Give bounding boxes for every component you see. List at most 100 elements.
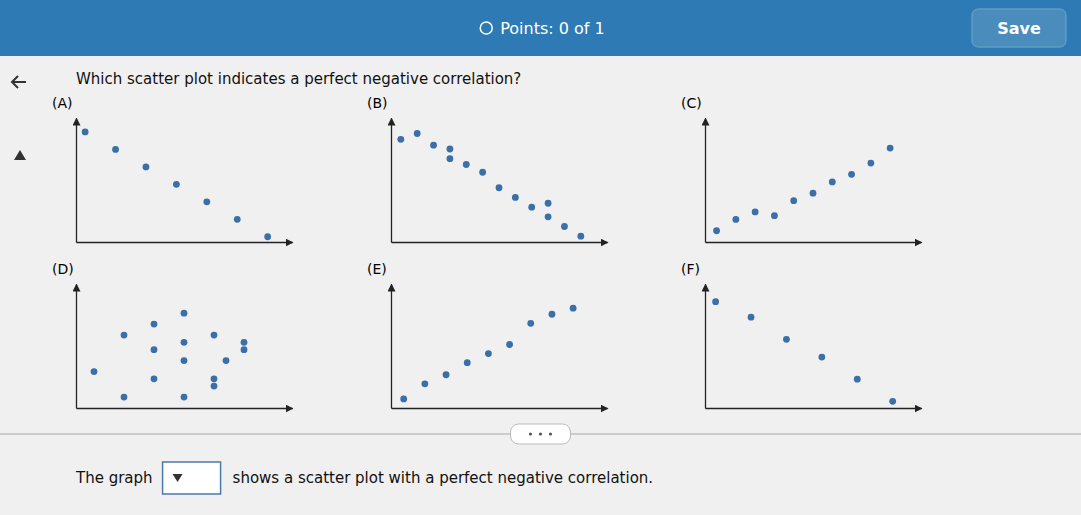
- save-button[interactable]: [972, 9, 1066, 47]
- scatter-point: [561, 223, 568, 230]
- answer-text: The graph: [75, 469, 153, 487]
- scatter-point: [889, 398, 896, 405]
- scatter-point: [397, 136, 404, 143]
- scatter-point: [570, 305, 577, 312]
- expand-pill[interactable]: [511, 424, 571, 444]
- scatter-point: [496, 184, 503, 191]
- scatter-point: [528, 204, 535, 211]
- y-axis-line: [76, 119, 77, 243]
- scatter-point: [829, 178, 836, 185]
- scatter-point: [771, 212, 778, 219]
- scatter-point: [848, 171, 855, 178]
- scatter-point: [887, 145, 894, 152]
- y-axis-line: [76, 285, 77, 409]
- points: [713, 145, 893, 234]
- scatter-point: [211, 332, 218, 339]
- y-axis-line: [391, 119, 392, 243]
- scatter-point: [241, 339, 248, 346]
- x-axis: [392, 242, 608, 243]
- y-axis: [705, 119, 706, 243]
- scatter-point: [443, 371, 450, 378]
- scatter-point: [464, 359, 471, 366]
- scatter-point: [545, 213, 552, 220]
- scatter-point: [241, 346, 248, 353]
- scatter-chart: (B): [367, 95, 608, 243]
- page: Points: 0 of 1 Save Which scatter plot ind…: [0, 0, 1081, 515]
- scatter-point: [748, 314, 755, 321]
- scatter-chart: (D): [52, 261, 293, 409]
- scatter-point: [712, 298, 719, 305]
- scatter-point: [430, 142, 437, 149]
- scatter-point: [485, 350, 492, 357]
- scatter-point: [264, 233, 271, 240]
- y-axis-line: [705, 119, 706, 243]
- scatter-point: [151, 346, 158, 353]
- points: [397, 130, 584, 239]
- header-bar: [0, 0, 1081, 56]
- scatter-point: [91, 368, 98, 375]
- points: [400, 305, 576, 403]
- y-axis-line: [391, 285, 392, 409]
- chart-label: (E): [367, 261, 387, 277]
- answer-suffix: shows a scatter plot with a perfect nega…: [233, 469, 654, 487]
- chart-label: (B): [367, 95, 388, 111]
- x-axis-line: [392, 408, 608, 409]
- scatter-point: [82, 129, 89, 136]
- header: Points: 0 of 1 Save: [0, 0, 1081, 56]
- scatter-point: [211, 383, 218, 390]
- scatter-point: [447, 146, 454, 153]
- scatter-point: [527, 320, 534, 327]
- answer-dropdown[interactable]: [163, 462, 221, 494]
- scatter-chart: (E): [367, 261, 608, 409]
- x-axis-line: [77, 408, 293, 409]
- scatter-point: [400, 396, 407, 403]
- points: [712, 298, 896, 404]
- x-axis: [392, 408, 608, 409]
- scatter-point: [867, 160, 874, 167]
- scatter-point: [151, 321, 158, 328]
- scatter-point: [783, 336, 790, 343]
- points-text: Points: 0 of 1: [500, 19, 605, 38]
- scatter-point: [181, 310, 188, 317]
- scatter-point: [506, 341, 513, 348]
- scatter-point: [151, 375, 158, 382]
- scatter-point: [810, 190, 817, 197]
- question-text: Which scatter plot indicates a perfect n…: [76, 70, 521, 88]
- pill-dot[interactable]: [539, 432, 542, 435]
- x-axis: [706, 242, 922, 243]
- scatter-point: [463, 161, 470, 168]
- pill-dot[interactable]: [529, 432, 532, 435]
- scatter-point: [181, 357, 188, 364]
- scatter-point: [545, 200, 552, 207]
- scatter-point: [211, 375, 218, 382]
- scatter-point: [112, 146, 119, 153]
- scatter-point: [854, 376, 861, 383]
- scatter-point: [447, 155, 454, 162]
- scatter-point: [234, 216, 241, 223]
- back-icon[interactable]: [12, 76, 26, 88]
- scatter-point: [732, 216, 739, 223]
- x-axis: [706, 408, 922, 409]
- y-axis: [705, 285, 706, 409]
- scatter-point: [512, 194, 519, 201]
- scatter-chart: (C): [681, 95, 922, 243]
- scatter-chart: (A): [52, 95, 293, 243]
- dropdown-arrow[interactable]: [173, 474, 183, 482]
- pill-dot[interactable]: [549, 432, 552, 435]
- y-axis: [391, 285, 392, 409]
- scatter-point: [752, 209, 759, 216]
- scatter-point: [713, 227, 720, 234]
- up-icon[interactable]: [14, 150, 26, 160]
- scatter-point: [479, 169, 486, 176]
- x-axis-line: [706, 242, 922, 243]
- save-label[interactable]: Save: [997, 19, 1041, 38]
- scatter-point: [181, 339, 188, 346]
- scatter-point: [421, 380, 428, 387]
- x-axis: [77, 408, 293, 409]
- scatter-point: [790, 197, 797, 204]
- scatter-chart: (F): [681, 261, 922, 409]
- chart-label: (D): [52, 261, 74, 277]
- points-icon: [480, 22, 492, 34]
- y-axis: [76, 285, 77, 409]
- scatter-point: [223, 357, 230, 364]
